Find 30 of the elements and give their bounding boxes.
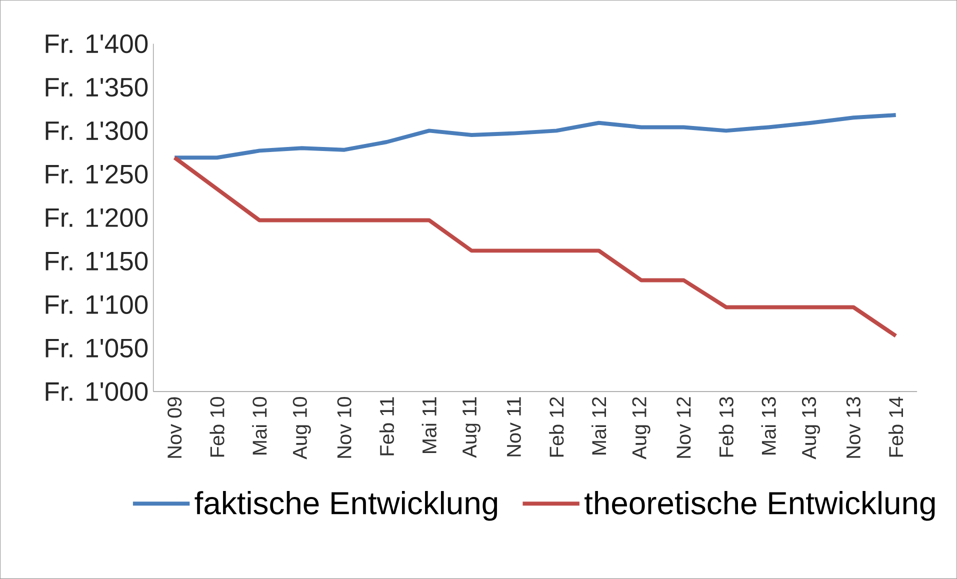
x-tick-label: Nov 12	[676, 397, 691, 458]
x-tick-label: Mai 10	[252, 397, 267, 454]
x-tick-label: Nov 11	[507, 397, 521, 456]
x-tick-label: Mai 13	[761, 397, 776, 454]
x-tick-label: Mai 11	[422, 397, 436, 453]
y-tick-label: Fr. 1'200	[46, 208, 148, 228]
x-tick-label: Mai 12	[592, 397, 606, 454]
line-series	[172, 113, 898, 160]
x-tick-label: Feb 11	[379, 397, 394, 456]
y-tick-label: Fr. 1'350	[46, 78, 148, 97]
x-tick-label: Aug 13	[802, 397, 820, 460]
x-tick-label: Nov 13	[846, 397, 860, 458]
x-tick-label: Nov 10	[337, 397, 352, 458]
y-tick-label: Fr. 1'150	[46, 252, 148, 271]
x-tick-label: Feb 12	[549, 397, 564, 457]
x-tick-label: Nov 09	[168, 397, 182, 458]
x-tick-label: Aug 12	[632, 397, 650, 460]
x-tick-label: Feb 10	[210, 397, 224, 457]
x-tick-label: Feb 13	[718, 397, 734, 457]
y-tick-label: Fr. 1'300	[46, 121, 148, 140]
y-tick-label: Fr. 1'400	[46, 34, 148, 54]
y-tick-label: Fr. 1'250	[46, 164, 148, 184]
y-tick-label: Fr. 1'000	[46, 382, 148, 401]
y-tick-label: Fr. 1'050	[46, 338, 148, 358]
legend-label: theoretische Entwicklung	[584, 491, 935, 521]
legend-label: faktische Entwicklung	[194, 491, 498, 521]
y-tick-label: Fr. 1'100	[46, 295, 148, 314]
x-tick-label: Aug 10	[292, 397, 311, 460]
x-tick-label: Feb 14	[888, 396, 904, 457]
x-tick-label: Aug 11	[462, 397, 480, 458]
